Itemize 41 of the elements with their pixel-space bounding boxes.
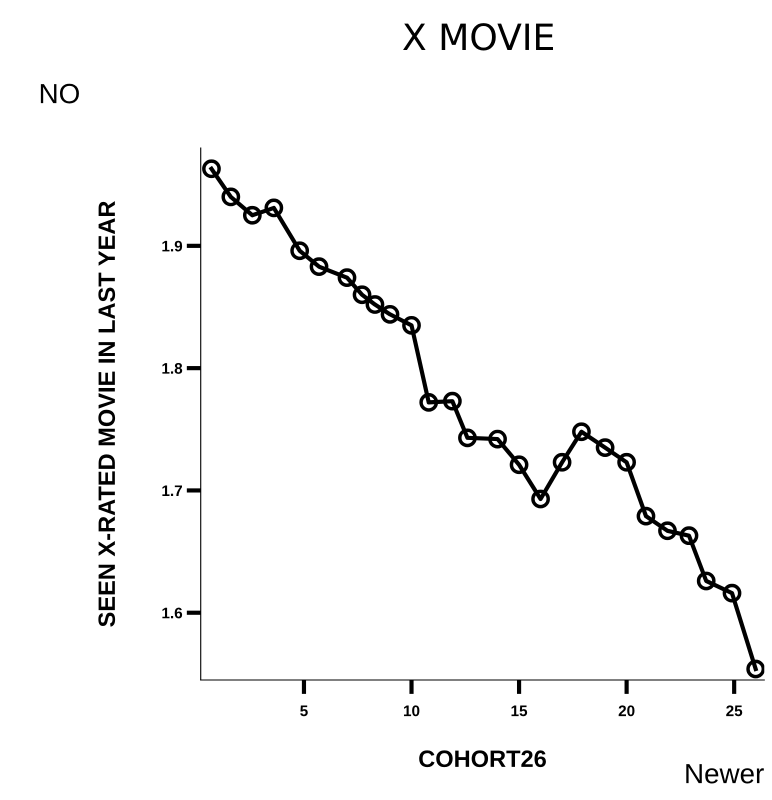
point <box>366 295 384 314</box>
y-tick-label: 1.9 <box>162 240 182 252</box>
y-axis-title: SEEN X-RATED MOVIE IN LAST YEAR <box>98 201 116 627</box>
point <box>264 198 284 218</box>
point <box>572 422 591 442</box>
point <box>202 159 221 178</box>
point <box>746 660 764 678</box>
point <box>458 428 477 448</box>
point <box>488 430 507 448</box>
x-tick-label: 10 <box>404 705 420 716</box>
text: Newer <box>686 764 764 784</box>
point <box>696 572 716 590</box>
y-tick-label: 1.6 <box>162 608 182 618</box>
point <box>338 268 356 288</box>
x-tick-label: 15 <box>512 706 528 716</box>
point <box>658 521 677 540</box>
x-tick-label: 20 <box>618 705 634 716</box>
point <box>310 257 328 276</box>
point <box>722 584 742 603</box>
point <box>510 455 528 474</box>
point <box>419 393 438 412</box>
point <box>617 452 636 472</box>
point <box>552 452 572 472</box>
point <box>352 285 372 304</box>
chart-title: X MOVIE <box>403 23 553 50</box>
point <box>531 490 550 508</box>
point <box>636 506 656 526</box>
point <box>443 392 462 411</box>
point <box>242 206 262 225</box>
point <box>680 526 698 546</box>
x-tick-label: 5 <box>300 706 308 716</box>
point <box>402 316 421 335</box>
x-axis-title: COHORT26 <box>419 750 546 768</box>
y-tick-label: 1.8 <box>162 363 182 374</box>
point <box>290 241 310 260</box>
y-tick-label: 1.7 <box>162 485 182 496</box>
x-tick-label: 25 <box>726 705 742 716</box>
point <box>221 188 240 206</box>
text: NO <box>40 84 79 104</box>
point <box>380 304 400 324</box>
point <box>596 438 614 458</box>
